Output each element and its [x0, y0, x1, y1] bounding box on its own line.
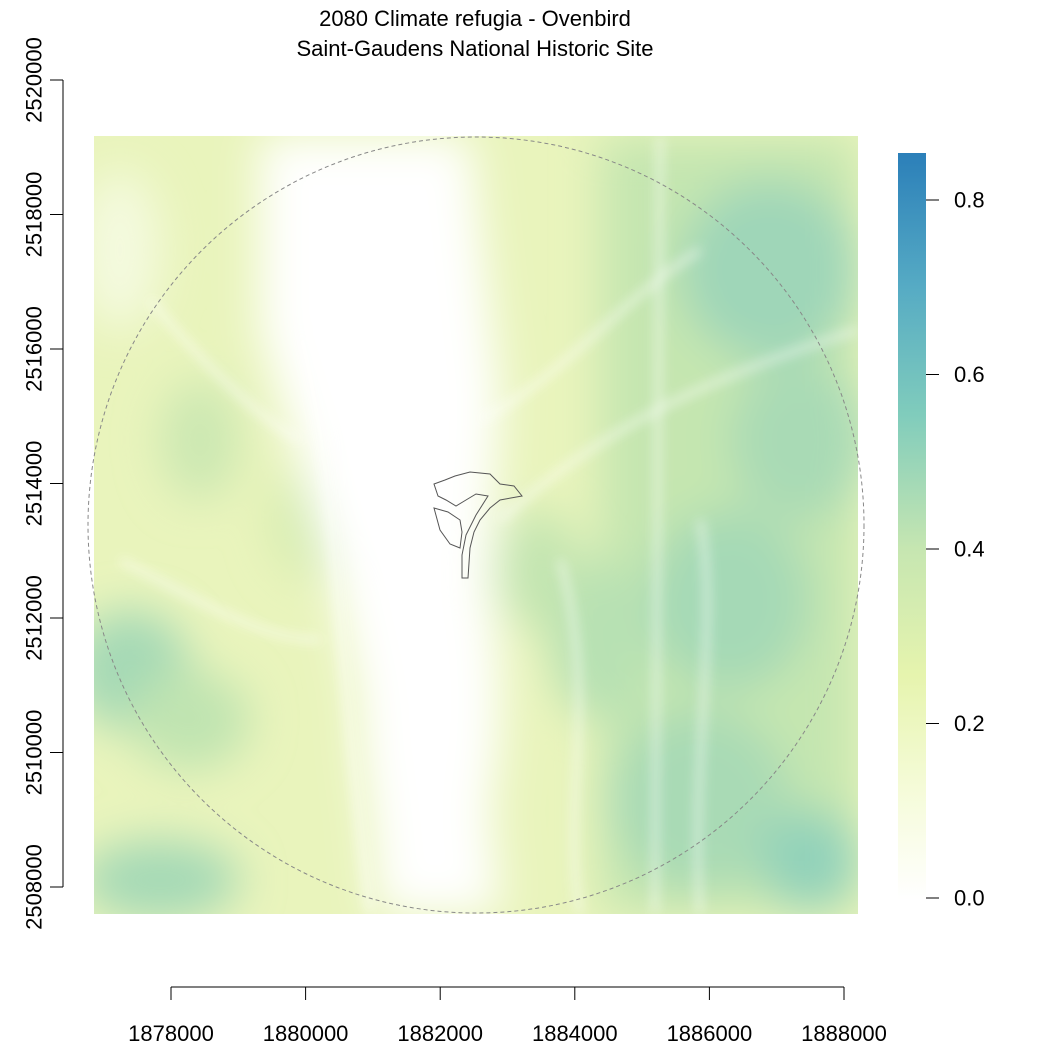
legend-ticks: 0.0 0.2 0.4 0.6 0.8 [926, 188, 985, 911]
legend-tick-label: 0.6 [954, 362, 985, 387]
refugia-raster [94, 136, 858, 914]
y-tick-label: 2520000 [22, 37, 47, 123]
legend-color-bar [898, 153, 926, 900]
y-tick-label: 2512000 [22, 575, 47, 661]
x-tick-label: 1882000 [397, 1021, 483, 1046]
y-tick-label: 2514000 [22, 441, 47, 527]
x-tick-label: 1888000 [801, 1021, 887, 1046]
x-tick-label: 1880000 [263, 1021, 349, 1046]
y-tick-label: 2516000 [22, 306, 47, 392]
park-boundary [433, 471, 523, 579]
y-tick-label: 2518000 [22, 172, 47, 258]
map-title: 2080 Climate refugia - Ovenbird [319, 6, 631, 31]
y-axis: 2508000 2510000 2512000 2514000 2516000 25180… [22, 37, 64, 930]
x-tick-label: 1886000 [667, 1021, 753, 1046]
buffer-circle [87, 136, 865, 914]
y-tick-label: 2508000 [22, 844, 47, 930]
legend-tick-label: 0.0 [954, 886, 985, 911]
x-axis: 1878000 1880000 1882000 1884000 1886000 18880… [128, 986, 887, 1046]
x-tick-label: 1878000 [128, 1021, 214, 1046]
x-tick-label: 1884000 [532, 1021, 618, 1046]
map-subtitle: Saint-Gaudens National Historic Site [296, 36, 654, 61]
legend-tick-label: 0.2 [954, 711, 985, 736]
legend-tick-label: 0.8 [954, 188, 985, 213]
y-tick-label: 2510000 [22, 710, 47, 796]
legend-tick-label: 0.4 [954, 537, 985, 562]
